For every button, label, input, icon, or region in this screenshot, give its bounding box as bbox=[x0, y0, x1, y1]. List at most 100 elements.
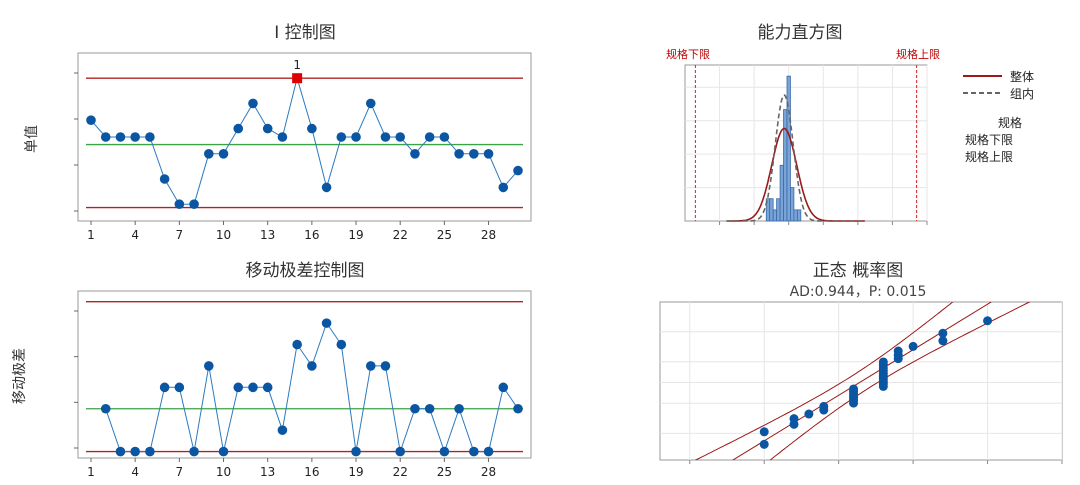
mr-chart-frame bbox=[77, 290, 532, 459]
probplot-point bbox=[938, 336, 948, 346]
i-chart-out-of-control-point bbox=[292, 73, 303, 84]
i-chart-data-point bbox=[248, 98, 258, 109]
mr-chart-data-point bbox=[498, 382, 509, 393]
probplot-ci-band bbox=[769, 302, 1031, 460]
mr-chart-data-point bbox=[410, 403, 420, 414]
histogram-bar bbox=[769, 198, 774, 222]
i-chart-data-point bbox=[321, 182, 332, 193]
legend-within-label: 组内 bbox=[1010, 87, 1034, 101]
mr-chart-data-point bbox=[189, 446, 199, 457]
probplot-point bbox=[789, 414, 799, 424]
mr-chart-data-point bbox=[424, 403, 435, 414]
probplot-point bbox=[819, 401, 829, 411]
mr-chart-data-point bbox=[513, 403, 523, 414]
histogram-bar bbox=[796, 209, 802, 222]
usl-label: 规格上限 bbox=[896, 47, 940, 61]
i-chart-data-point bbox=[395, 132, 406, 142]
histogram-bar bbox=[790, 187, 795, 222]
i-chart-data-point bbox=[233, 123, 244, 134]
i-chart-xtick-label: 19 bbox=[348, 228, 363, 242]
mr-chart-title: 移动极差控制图 bbox=[246, 261, 365, 281]
i-chart-data-point bbox=[498, 182, 509, 193]
legend-overall-label: 整体 bbox=[1010, 69, 1034, 84]
i-chart-title: I 控制图 bbox=[274, 23, 335, 43]
mr-chart-data-point bbox=[336, 339, 347, 350]
i-chart-data-point bbox=[86, 115, 96, 125]
probplot-point bbox=[849, 384, 859, 394]
i-chart-xtick-label: 7 bbox=[176, 228, 184, 242]
i-chart-data-point bbox=[469, 149, 479, 159]
mr-chart-ylabel: 移动极差 bbox=[12, 348, 28, 404]
i-chart-data-point bbox=[174, 199, 185, 209]
i-chart-data-point bbox=[513, 165, 523, 176]
mr-chart-data-point bbox=[145, 446, 155, 457]
probability-plot-subtitle: AD:0.944，P: 0.015 bbox=[790, 284, 927, 300]
legend-spec-usl: 规格上限 bbox=[965, 149, 1013, 164]
probplot-ci-band bbox=[694, 302, 954, 460]
probability-plot-title: 正态 概率图 bbox=[813, 261, 903, 281]
mr-chart-data-point bbox=[115, 446, 126, 457]
i-chart-xtick-label: 28 bbox=[481, 228, 496, 242]
mr-chart-xtick-label: 28 bbox=[481, 465, 496, 479]
i-chart-data-point bbox=[410, 149, 420, 159]
mr-chart-data-point bbox=[203, 361, 214, 371]
mr-chart-data-point bbox=[365, 361, 376, 371]
i-chart-xtick-label: 10 bbox=[216, 228, 231, 242]
probplot-point bbox=[759, 439, 769, 449]
mr-chart-xtick-label: 1 bbox=[87, 465, 95, 479]
lsl-label: 规格下限 bbox=[666, 47, 710, 61]
mr-chart-data-point bbox=[159, 382, 170, 393]
i-chart-data-point bbox=[262, 123, 273, 134]
mr-chart-xtick-label: 16 bbox=[304, 465, 319, 479]
i-chart-data-point bbox=[307, 123, 317, 134]
i-chart-data-point bbox=[277, 132, 288, 142]
legend-spec-lsl: 规格下限 bbox=[965, 132, 1013, 147]
mr-chart-data-point bbox=[292, 339, 302, 350]
mr-chart-xtick-label: 22 bbox=[393, 465, 408, 479]
probplot-point bbox=[804, 409, 814, 419]
histogram-bar bbox=[772, 209, 778, 222]
i-chart-data-point bbox=[351, 132, 361, 142]
mr-chart-data-point bbox=[262, 382, 273, 393]
i-chart-data-point bbox=[424, 132, 435, 142]
i-chart-data-point bbox=[483, 149, 494, 159]
mr-chart-data-point bbox=[454, 403, 464, 414]
probplot-point bbox=[983, 316, 993, 326]
mr-chart-data-point bbox=[483, 446, 494, 457]
histogram-bar bbox=[776, 198, 781, 222]
i-chart-data-point bbox=[218, 149, 229, 159]
overall-curve bbox=[726, 127, 865, 222]
histogram-bar bbox=[793, 209, 798, 222]
probplot-point bbox=[893, 346, 903, 356]
mr-chart-xtick-label: 10 bbox=[216, 465, 231, 479]
i-chart-xtick-label: 22 bbox=[393, 228, 408, 242]
histogram-frame bbox=[684, 64, 928, 222]
i-chart-data-point bbox=[100, 132, 111, 142]
i-chart-data-point bbox=[145, 132, 155, 142]
i-chart-data-point bbox=[380, 132, 391, 142]
mr-chart-data-point bbox=[307, 361, 317, 371]
mr-chart-data-point bbox=[321, 318, 332, 328]
probplot-fit-line bbox=[731, 302, 993, 460]
capability-histogram-title: 能力直方图 bbox=[758, 23, 843, 43]
i-chart-xtick-label: 4 bbox=[131, 228, 139, 242]
mr-chart-data-point bbox=[351, 446, 361, 457]
mr-chart-data-point bbox=[277, 425, 288, 435]
i-chart-xtick-label: 16 bbox=[304, 228, 319, 242]
probplot-point bbox=[908, 341, 918, 351]
mr-chart-xtick-label: 13 bbox=[260, 465, 275, 479]
mr-chart-xtick-label: 4 bbox=[131, 465, 139, 479]
i-chart-data-point bbox=[454, 149, 464, 159]
i-chart-data-point bbox=[336, 132, 347, 142]
i-chart-data-point bbox=[115, 132, 126, 142]
mr-chart-xtick-label: 25 bbox=[437, 465, 452, 479]
legend-spec-heading: 规格 bbox=[998, 115, 1022, 130]
mr-chart-data-point bbox=[248, 382, 258, 393]
within-curve bbox=[726, 94, 865, 222]
mr-chart-data-point bbox=[218, 446, 229, 457]
mr-chart-data-point bbox=[130, 446, 140, 457]
probplot-point bbox=[878, 357, 888, 367]
mr-chart-data-point bbox=[469, 446, 479, 457]
i-chart-data-point bbox=[365, 98, 376, 109]
